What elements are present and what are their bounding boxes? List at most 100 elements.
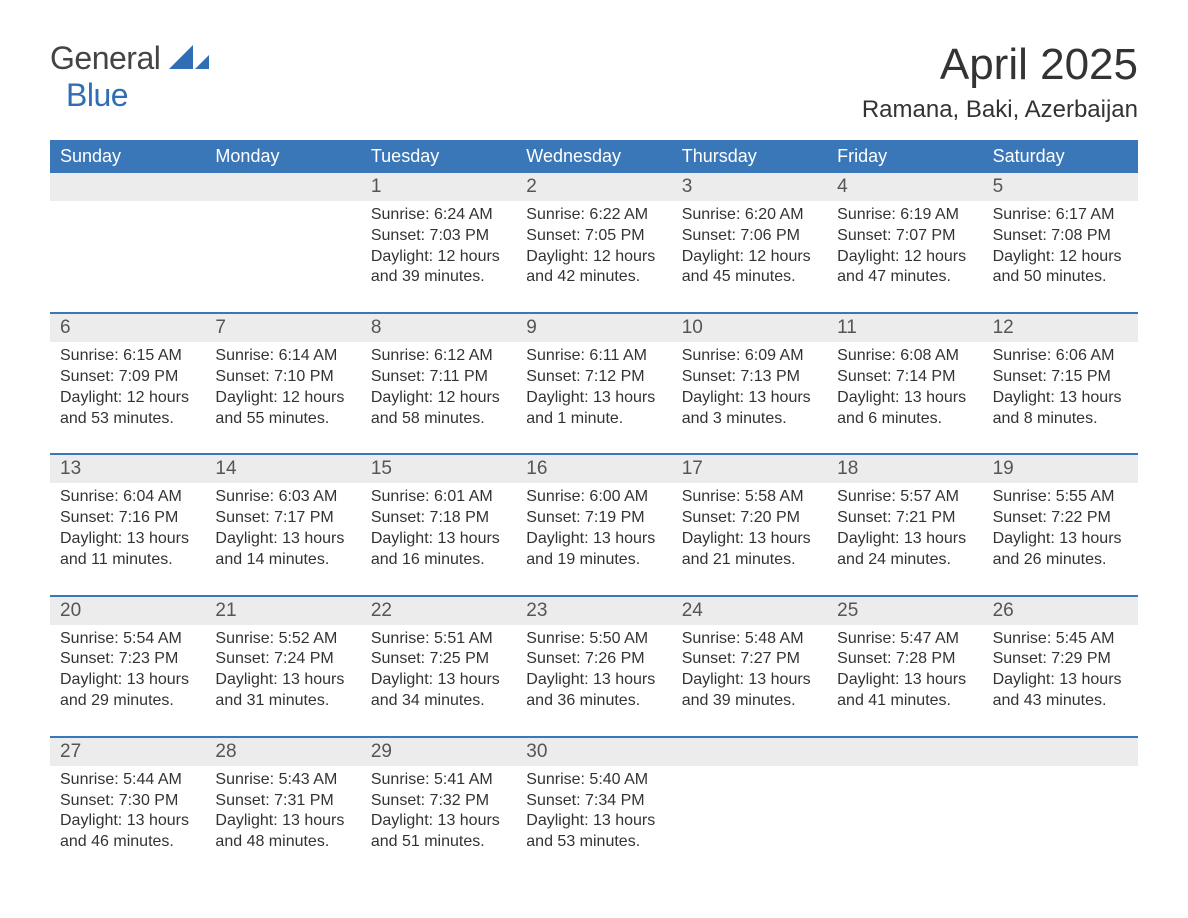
- daylight-text: Daylight: 13 hours and 1 minute.: [526, 388, 661, 430]
- daylight-text: Daylight: 13 hours and 29 minutes.: [60, 670, 195, 712]
- day-cell: Sunrise: 6:14 AMSunset: 7:10 PMDaylight:…: [205, 342, 360, 453]
- daynum-cell: 29: [361, 738, 516, 766]
- day-header-monday: Monday: [205, 140, 360, 173]
- sunrise-text: Sunrise: 5:51 AM: [371, 629, 506, 650]
- day-cell: Sunrise: 5:41 AMSunset: 7:32 PMDaylight:…: [361, 766, 516, 877]
- daynum-row: 27282930: [50, 738, 1138, 766]
- day-cell: Sunrise: 6:08 AMSunset: 7:14 PMDaylight:…: [827, 342, 982, 453]
- logo: General Blue: [50, 40, 209, 114]
- daynum-cell: 15: [361, 455, 516, 483]
- day-cell: Sunrise: 6:01 AMSunset: 7:18 PMDaylight:…: [361, 483, 516, 594]
- daynum-cell: 25: [827, 597, 982, 625]
- day-header-saturday: Saturday: [983, 140, 1138, 173]
- title-block: April 2025 Ramana, Baki, Azerbaijan: [862, 40, 1138, 134]
- day-cell: Sunrise: 6:06 AMSunset: 7:15 PMDaylight:…: [983, 342, 1138, 453]
- sunrise-text: Sunrise: 6:03 AM: [215, 487, 350, 508]
- sunrise-text: Sunrise: 5:54 AM: [60, 629, 195, 650]
- day-cell: Sunrise: 5:43 AMSunset: 7:31 PMDaylight:…: [205, 766, 360, 877]
- day-cell: Sunrise: 6:22 AMSunset: 7:05 PMDaylight:…: [516, 201, 671, 312]
- sunset-text: Sunset: 7:30 PM: [60, 791, 195, 812]
- day-cell: Sunrise: 6:20 AMSunset: 7:06 PMDaylight:…: [672, 201, 827, 312]
- sunset-text: Sunset: 7:16 PM: [60, 508, 195, 529]
- daynum-cell: 16: [516, 455, 671, 483]
- daylight-text: Daylight: 12 hours and 45 minutes.: [682, 247, 817, 289]
- logo-text: General Blue: [50, 40, 209, 114]
- daynum-cell: 24: [672, 597, 827, 625]
- sunset-text: Sunset: 7:11 PM: [371, 367, 506, 388]
- daynum-cell: 1: [361, 173, 516, 201]
- daynum-cell: 10: [672, 314, 827, 342]
- day-cell: [205, 201, 360, 312]
- sunrise-text: Sunrise: 6:24 AM: [371, 205, 506, 226]
- sunset-text: Sunset: 7:18 PM: [371, 508, 506, 529]
- daynum-cell: [50, 173, 205, 201]
- day-header-thursday: Thursday: [672, 140, 827, 173]
- day-cell: Sunrise: 5:57 AMSunset: 7:21 PMDaylight:…: [827, 483, 982, 594]
- sunrise-text: Sunrise: 5:45 AM: [993, 629, 1128, 650]
- day-cell: Sunrise: 5:40 AMSunset: 7:34 PMDaylight:…: [516, 766, 671, 877]
- daylight-text: Daylight: 12 hours and 42 minutes.: [526, 247, 661, 289]
- page-header: General Blue April 2025 Ramana, Baki, Az…: [50, 40, 1138, 134]
- day-header-wednesday: Wednesday: [516, 140, 671, 173]
- daynum-cell: 12: [983, 314, 1138, 342]
- content-row: Sunrise: 6:15 AMSunset: 7:09 PMDaylight:…: [50, 342, 1138, 453]
- day-cell: Sunrise: 5:55 AMSunset: 7:22 PMDaylight:…: [983, 483, 1138, 594]
- content-row: Sunrise: 6:24 AMSunset: 7:03 PMDaylight:…: [50, 201, 1138, 312]
- sunset-text: Sunset: 7:32 PM: [371, 791, 506, 812]
- logo-text-line2: Blue: [66, 77, 209, 114]
- sunset-text: Sunset: 7:26 PM: [526, 649, 661, 670]
- sunset-text: Sunset: 7:23 PM: [60, 649, 195, 670]
- location: Ramana, Baki, Azerbaijan: [862, 96, 1138, 124]
- daylight-text: Daylight: 13 hours and 16 minutes.: [371, 529, 506, 571]
- daynum-cell: 2: [516, 173, 671, 201]
- sunrise-text: Sunrise: 5:41 AM: [371, 770, 506, 791]
- sunset-text: Sunset: 7:12 PM: [526, 367, 661, 388]
- sunset-text: Sunset: 7:31 PM: [215, 791, 350, 812]
- daynum-cell: [672, 738, 827, 766]
- sunset-text: Sunset: 7:27 PM: [682, 649, 817, 670]
- daylight-text: Daylight: 12 hours and 47 minutes.: [837, 247, 972, 289]
- day-cell: Sunrise: 5:50 AMSunset: 7:26 PMDaylight:…: [516, 625, 671, 736]
- daylight-text: Daylight: 13 hours and 31 minutes.: [215, 670, 350, 712]
- sunset-text: Sunset: 7:24 PM: [215, 649, 350, 670]
- sunset-text: Sunset: 7:14 PM: [837, 367, 972, 388]
- daynum-cell: 17: [672, 455, 827, 483]
- daynum-cell: [205, 173, 360, 201]
- daylight-text: Daylight: 13 hours and 48 minutes.: [215, 811, 350, 853]
- daylight-text: Daylight: 13 hours and 26 minutes.: [993, 529, 1128, 571]
- sunrise-text: Sunrise: 6:08 AM: [837, 346, 972, 367]
- sunrise-text: Sunrise: 6:11 AM: [526, 346, 661, 367]
- content-row: Sunrise: 5:44 AMSunset: 7:30 PMDaylight:…: [50, 766, 1138, 877]
- daynum-cell: 19: [983, 455, 1138, 483]
- sunrise-text: Sunrise: 6:17 AM: [993, 205, 1128, 226]
- daylight-text: Daylight: 13 hours and 6 minutes.: [837, 388, 972, 430]
- daynum-cell: 9: [516, 314, 671, 342]
- sunset-text: Sunset: 7:34 PM: [526, 791, 661, 812]
- sunset-text: Sunset: 7:10 PM: [215, 367, 350, 388]
- daynum-cell: 27: [50, 738, 205, 766]
- sunrise-text: Sunrise: 5:47 AM: [837, 629, 972, 650]
- day-cell: Sunrise: 5:45 AMSunset: 7:29 PMDaylight:…: [983, 625, 1138, 736]
- daynum-cell: 30: [516, 738, 671, 766]
- sunrise-text: Sunrise: 5:58 AM: [682, 487, 817, 508]
- daynum-cell: [827, 738, 982, 766]
- day-cell: Sunrise: 5:52 AMSunset: 7:24 PMDaylight:…: [205, 625, 360, 736]
- daylight-text: Daylight: 13 hours and 24 minutes.: [837, 529, 972, 571]
- sunrise-text: Sunrise: 6:15 AM: [60, 346, 195, 367]
- daylight-text: Daylight: 13 hours and 34 minutes.: [371, 670, 506, 712]
- day-cell: Sunrise: 6:11 AMSunset: 7:12 PMDaylight:…: [516, 342, 671, 453]
- daynum-cell: 6: [50, 314, 205, 342]
- sunset-text: Sunset: 7:15 PM: [993, 367, 1128, 388]
- sunset-text: Sunset: 7:29 PM: [993, 649, 1128, 670]
- daynum-cell: 8: [361, 314, 516, 342]
- sunrise-text: Sunrise: 6:09 AM: [682, 346, 817, 367]
- sunrise-text: Sunrise: 6:14 AM: [215, 346, 350, 367]
- sunset-text: Sunset: 7:13 PM: [682, 367, 817, 388]
- day-cell: Sunrise: 6:09 AMSunset: 7:13 PMDaylight:…: [672, 342, 827, 453]
- daylight-text: Daylight: 12 hours and 50 minutes.: [993, 247, 1128, 289]
- sunrise-text: Sunrise: 6:22 AM: [526, 205, 661, 226]
- sunset-text: Sunset: 7:19 PM: [526, 508, 661, 529]
- sunset-text: Sunset: 7:28 PM: [837, 649, 972, 670]
- sunset-text: Sunset: 7:08 PM: [993, 226, 1128, 247]
- daylight-text: Daylight: 13 hours and 36 minutes.: [526, 670, 661, 712]
